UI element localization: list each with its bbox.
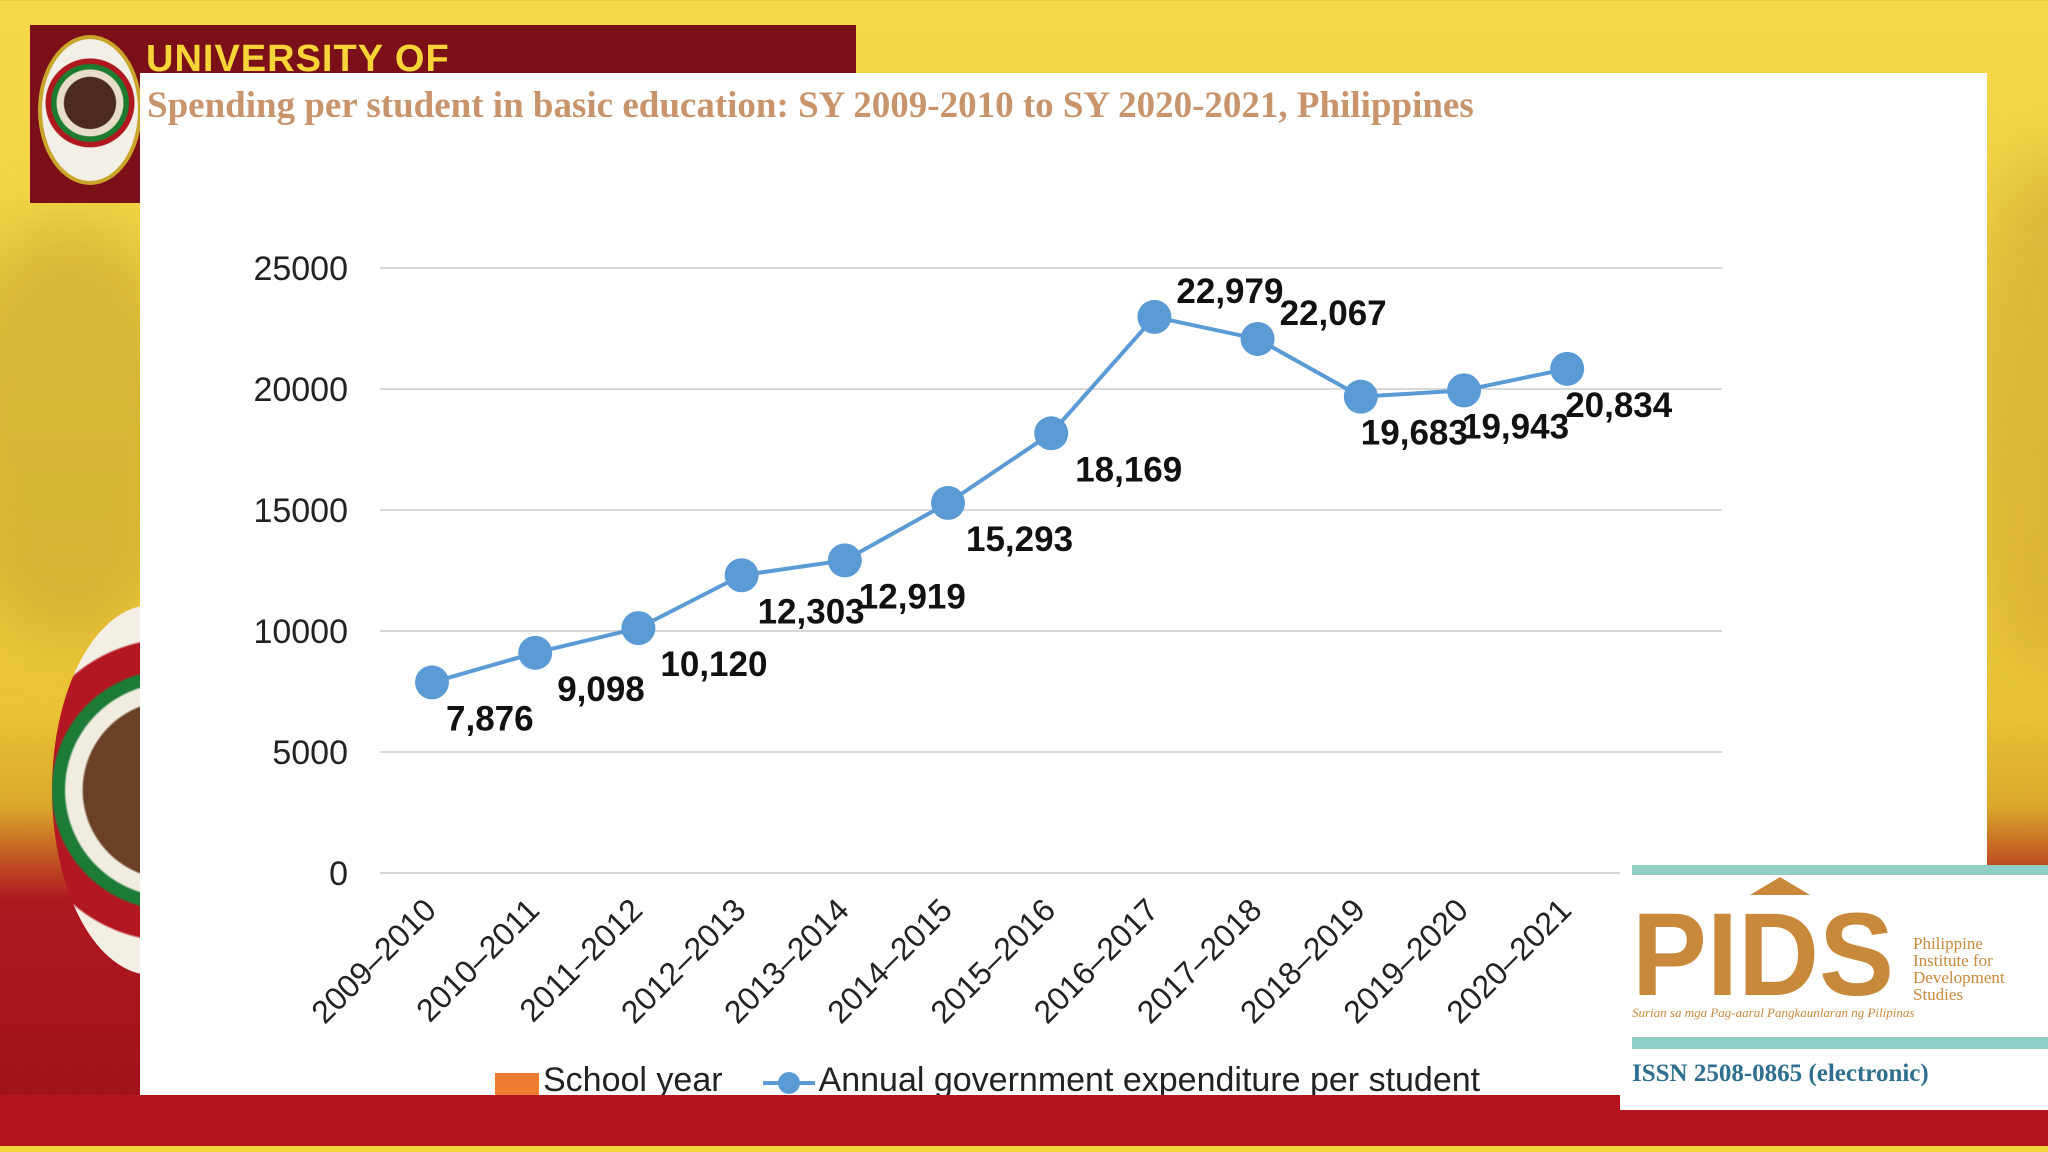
pids-name-line: Institute for bbox=[1913, 951, 1993, 970]
data-label: 9,098 bbox=[557, 670, 645, 709]
y-tick-label: 20000 bbox=[253, 371, 348, 409]
data-label: 18,169 bbox=[1075, 450, 1182, 489]
legend-item-expenditure: Annual government expenditure per studen… bbox=[762, 1061, 1481, 1096]
pids-teal-bar-bottom bbox=[1632, 1037, 2048, 1049]
data-point bbox=[931, 485, 965, 520]
chart-legend: School year Annual government expenditur… bbox=[495, 1061, 1480, 1095]
y-tick-label: 0 bbox=[329, 855, 348, 893]
legend-swatch-bar bbox=[495, 1072, 539, 1095]
data-point bbox=[1343, 379, 1378, 414]
data-label: 15,293 bbox=[966, 520, 1073, 559]
data-label: 12,303 bbox=[758, 592, 865, 631]
y-tick-label: 5000 bbox=[272, 734, 348, 772]
y-tick-label: 10000 bbox=[253, 613, 348, 651]
data-label: 10,120 bbox=[660, 645, 767, 684]
data-point bbox=[1137, 299, 1172, 334]
chart-title: Spending per student in basic education:… bbox=[147, 85, 1474, 126]
pids-teal-bar-top bbox=[1632, 865, 2048, 875]
data-point bbox=[415, 665, 449, 700]
data-point bbox=[724, 558, 759, 593]
data-point bbox=[1240, 321, 1275, 356]
pids-name: Philippine Institute for Development Stu… bbox=[1913, 935, 2005, 1003]
data-label: 20,834 bbox=[1565, 386, 1673, 425]
data-label: 22,979 bbox=[1176, 272, 1283, 311]
legend-item-school-year: School year bbox=[495, 1061, 723, 1095]
data-point bbox=[621, 611, 656, 646]
data-label: 12,919 bbox=[859, 577, 966, 616]
data-label: 7,876 bbox=[446, 699, 534, 738]
data-label: 22,067 bbox=[1280, 294, 1387, 333]
pids-logo: PIDS Philippine Institute for Developmen… bbox=[1620, 865, 2048, 1110]
data-label: 19,683 bbox=[1361, 414, 1468, 453]
y-tick-label: 15000 bbox=[253, 492, 348, 530]
pids-mark-icon: PIDS bbox=[1632, 877, 1894, 1021]
data-label: 19,943 bbox=[1462, 407, 1569, 446]
data-point bbox=[518, 635, 553, 670]
series-line bbox=[431, 314, 1568, 685]
y-tick-label: 25000 bbox=[253, 250, 348, 288]
data-point bbox=[1550, 351, 1585, 386]
data-point bbox=[827, 543, 862, 578]
bottom-line bbox=[0, 1146, 2048, 1152]
legend-swatch-line bbox=[762, 1066, 815, 1096]
pids-name-line: Philippine bbox=[1913, 934, 1983, 953]
data-point bbox=[1447, 373, 1481, 408]
pids-tagline: Surian sa mga Pag-aaral Pangkaunlaran ng… bbox=[1632, 1005, 1915, 1020]
pids-mark-text: PIDS bbox=[1632, 889, 1894, 1021]
pids-name-line: Studies bbox=[1913, 985, 1964, 1004]
legend-label-school-year: School year bbox=[543, 1061, 723, 1095]
pids-issn: ISSN 2508-0865 (electronic) bbox=[1632, 1060, 1929, 1087]
legend-label-expenditure: Annual government expenditure per studen… bbox=[818, 1061, 1481, 1095]
pids-name-line: Development bbox=[1913, 968, 2005, 987]
data-point bbox=[1034, 416, 1069, 451]
